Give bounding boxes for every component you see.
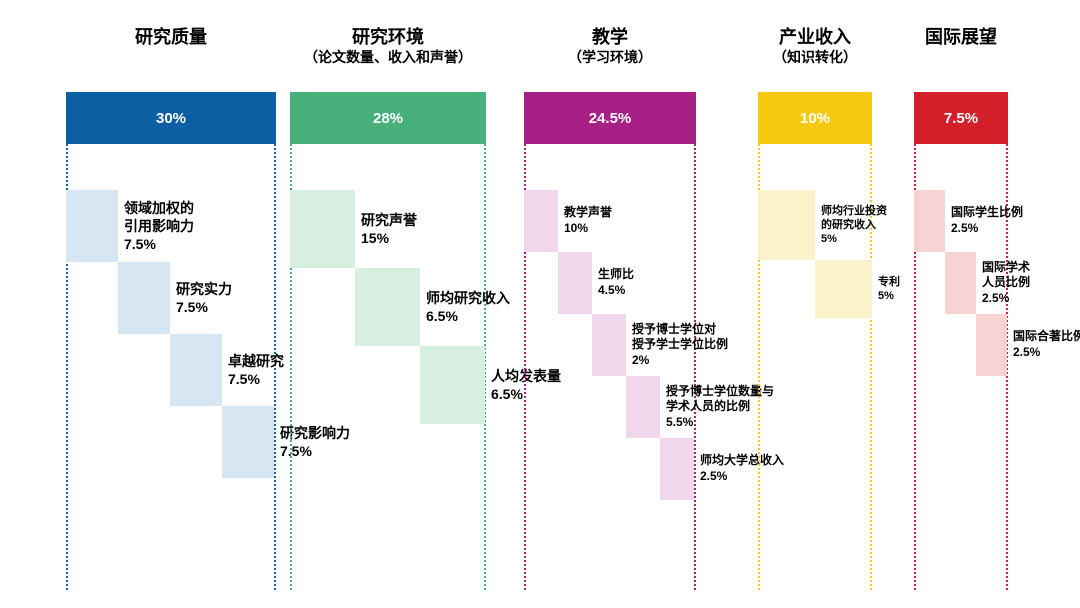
step-label: 师均研究收入6.5% [426,289,510,325]
step-box: 领域加权的引用影响力7.5% [66,190,118,262]
header-box: 24.5% [524,92,696,144]
title-sub: （学习环境） [524,49,696,67]
step-pct: 5% [821,232,887,246]
step-box: 国际合著比例2.5% [976,314,1007,376]
column-title: 产业收入（知识转化） [758,26,872,66]
step-pct: 10% [564,221,612,237]
step-pct: 7.5% [228,370,284,388]
step-pct: 15% [361,229,417,247]
title-main: 国际展望 [914,26,1008,49]
step-box: 师均行业投资的研究收入5% [758,190,815,260]
step-label: 领域加权的引用影响力7.5% [124,199,194,254]
step-box: 教学声誉10% [524,190,558,252]
step-label: 国际学术人员比例2.5% [982,260,1030,307]
step-label: 师均行业投资的研究收入5% [821,204,887,247]
header-box: 28% [290,92,486,144]
column-research-env: 研究环境（论文数量、收入和声誉）28%研究声誉15%师均研究收入6.5%人均发表… [290,0,486,608]
column-title: 研究质量 [66,26,276,49]
title-sub: （论文数量、收入和声誉） [290,49,486,67]
step-box: 授予博士学位数量与学术人员的比例5.5% [626,376,660,438]
title-main: 研究环境 [290,26,486,49]
step-pct: 5% [878,289,900,303]
step-pct: 2% [632,353,728,369]
step-label: 国际学生比例2.5% [951,205,1023,236]
step-label: 授予博士学位对授予学士学位比例2% [632,322,728,369]
column-research-quality: 研究质量30%领域加权的引用影响力7.5%研究实力7.5%卓越研究7.5%研究影… [66,0,276,608]
step-box: 研究影响力7.5% [222,406,274,478]
step-box: 人均发表量6.5% [420,346,485,424]
step-box: 国际学生比例2.5% [914,190,945,252]
column-intl: 国际展望 7.5% 国际学生比例2.5%国际学术人员比例2.5%国际合著比例2.5% [914,0,1008,608]
column-industry: 产业收入（知识转化） 10% 师均行业投资的研究收入5%专利5% [758,0,872,608]
step-box: 生师比4.5% [558,252,592,314]
step-pct: 2.5% [982,291,1030,307]
column-title: 国际展望 [914,26,1008,49]
header-box: 10% [758,92,872,144]
column-teaching: 教学（学习环境）24.5%教学声誉10%生师比4.5%授予博士学位对授予学士学位… [524,0,696,608]
step-pct: 2.5% [1013,345,1080,361]
step-pct: 7.5% [124,235,194,253]
step-label: 国际合著比例2.5% [1013,329,1080,360]
step-box: 师均大学总收入2.5% [660,438,694,500]
step-pct: 7.5% [176,298,232,316]
step-label: 生师比4.5% [598,267,634,298]
step-pct: 4.5% [598,283,634,299]
step-box: 研究实力7.5% [118,262,170,334]
column-title: 教学（学习环境） [524,26,696,66]
column-title: 研究环境（论文数量、收入和声誉） [290,26,486,66]
step-box: 卓越研究7.5% [170,334,222,406]
step-pct: 2.5% [951,221,1023,237]
title-main: 研究质量 [66,26,276,49]
step-box: 专利5% [815,260,872,318]
step-box: 师均研究收入6.5% [355,268,420,346]
title-sub: （知识转化） [758,49,872,67]
header-box: 30% [66,92,276,144]
title-main: 产业收入 [758,26,872,49]
step-box: 研究声誉15% [290,190,355,268]
step-label: 卓越研究7.5% [228,352,284,388]
step-box: 国际学术人员比例2.5% [945,252,976,314]
header-box: 7.5% [914,92,1008,144]
step-label: 专利5% [878,275,900,304]
step-box: 授予博士学位对授予学士学位比例2% [592,314,626,376]
title-main: 教学 [524,26,696,49]
step-label: 教学声誉10% [564,205,612,236]
step-label: 研究实力7.5% [176,280,232,316]
step-pct: 6.5% [426,307,510,325]
step-label: 研究声誉15% [361,211,417,247]
